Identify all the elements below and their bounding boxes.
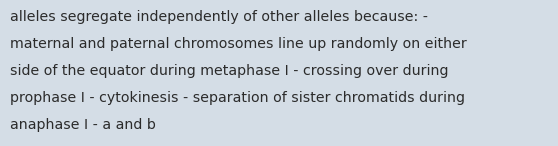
Text: anaphase I - a and b: anaphase I - a and b <box>10 118 156 132</box>
Text: prophase I - cytokinesis - separation of sister chromatids during: prophase I - cytokinesis - separation of… <box>10 91 465 105</box>
Text: alleles segregate independently of other alleles because: -: alleles segregate independently of other… <box>10 10 428 24</box>
Text: side of the equator during metaphase I - crossing over during: side of the equator during metaphase I -… <box>10 64 449 78</box>
Text: maternal and paternal chromosomes line up randomly on either: maternal and paternal chromosomes line u… <box>10 37 467 51</box>
